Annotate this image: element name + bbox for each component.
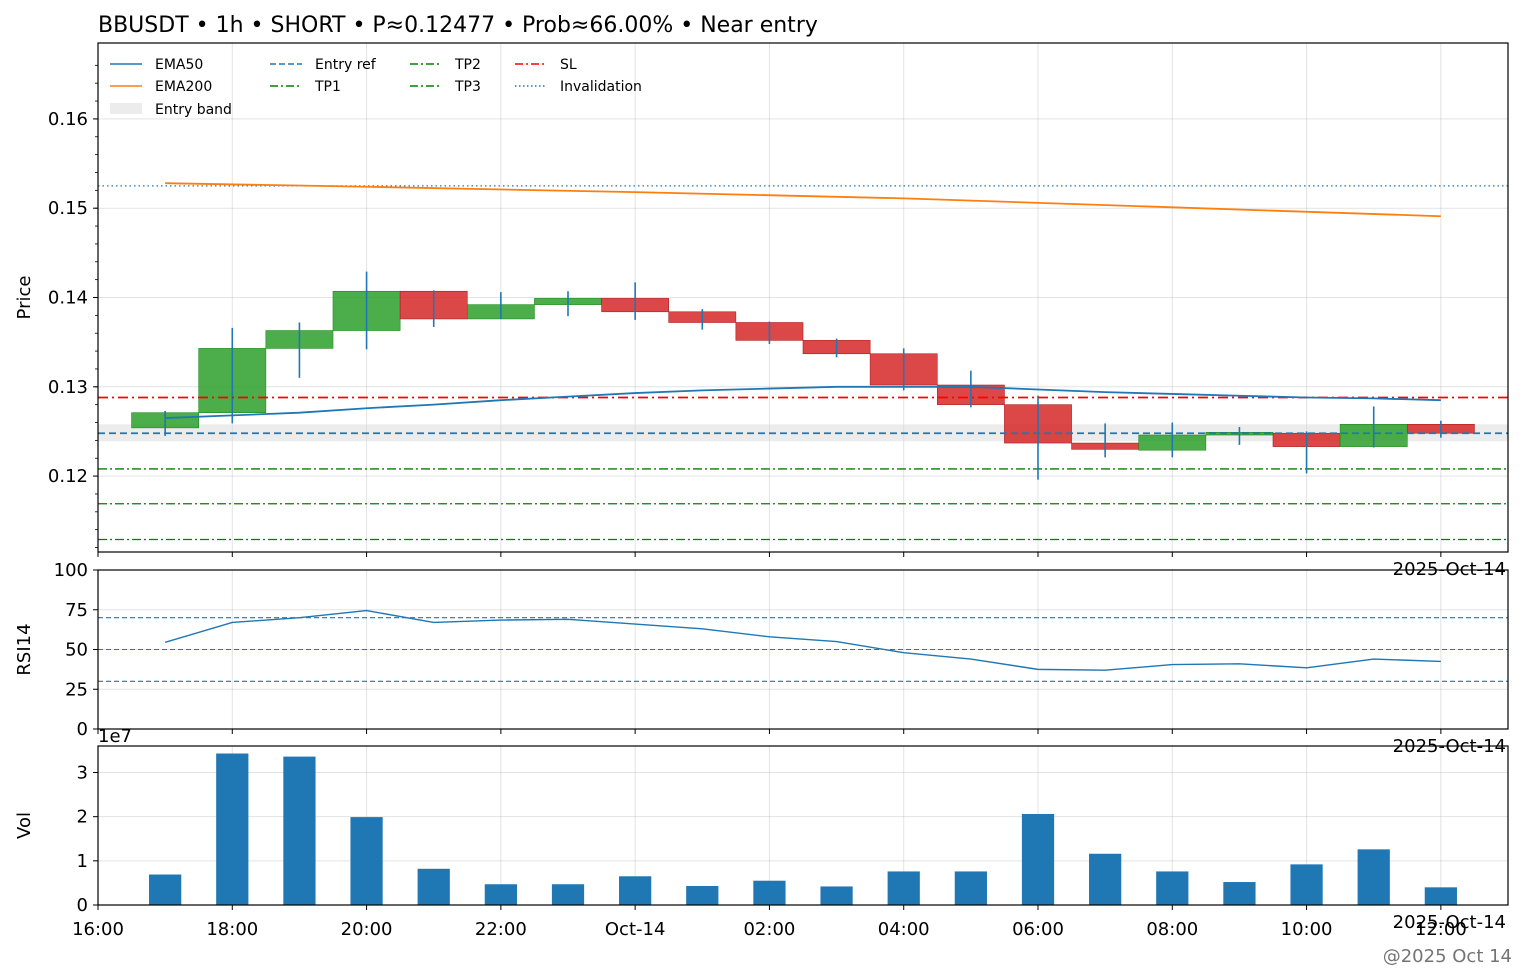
volume-bar xyxy=(1021,814,1055,905)
x-tick-label: 20:00 xyxy=(341,919,393,940)
volume-scale-label: 1e7 xyxy=(98,726,132,747)
y-tick-label: 50 xyxy=(65,640,88,661)
y-tick-label: 0.13 xyxy=(48,377,88,398)
legend-label: SL xyxy=(560,57,577,73)
volume-bar xyxy=(1089,853,1122,905)
legend-label: Entry ref xyxy=(315,57,377,73)
x-tick-label: 04:00 xyxy=(878,919,930,940)
volume-panel: 16:00 18:00 20:00 22:00 Oct-14 02:00 04:00 06:0… xyxy=(14,726,1509,940)
volume-bar xyxy=(1290,864,1323,905)
axes-frame xyxy=(97,42,1509,553)
x-tick-label: 12:00 xyxy=(1415,919,1467,940)
y-tick-label: 2 xyxy=(77,807,88,828)
y-tick-label: 0.15 xyxy=(48,198,88,219)
x-tick-label: 16:00 xyxy=(72,919,124,940)
y-tick-label: 0 xyxy=(77,895,88,916)
y-tick-label: 0.16 xyxy=(48,109,88,130)
watermark: @2025 Oct 14 xyxy=(1383,946,1512,967)
legend-label: Invalidation xyxy=(560,79,642,95)
ema200-line xyxy=(165,182,1441,218)
volume-bar xyxy=(149,874,182,905)
volume-bar xyxy=(954,871,987,905)
legend-label: Entry band xyxy=(155,102,232,118)
legend-label: TP3 xyxy=(454,79,481,95)
volume-bar xyxy=(887,871,920,905)
volume-bar xyxy=(753,880,786,905)
rsi-line xyxy=(164,609,1441,671)
volume-bar xyxy=(820,886,853,905)
x-tick-label: Oct-14 xyxy=(605,919,666,940)
volume-bar xyxy=(619,876,652,905)
y-tick-label: 0 xyxy=(77,719,88,740)
volume-bar xyxy=(283,756,316,905)
y-tick-label: 3 xyxy=(77,763,88,784)
y-axis-label: Vol xyxy=(14,812,35,839)
volume-bar xyxy=(1424,887,1457,905)
x-tick-label: 10:00 xyxy=(1281,919,1333,940)
y-axis-label: Price xyxy=(14,276,35,320)
y-tick-label: 0.12 xyxy=(48,466,88,487)
x-tick-label: 18:00 xyxy=(206,919,258,940)
volume-bar xyxy=(686,886,719,905)
x-tick-label: 22:00 xyxy=(475,919,527,940)
legend-swatch-band xyxy=(110,103,142,114)
legend-label: TP2 xyxy=(454,57,481,73)
legend-label: EMA50 xyxy=(155,57,203,73)
y-tick-label: 100 xyxy=(54,560,88,581)
y-axis-label: RSI14 xyxy=(14,623,35,675)
y-tick-label: 1 xyxy=(77,851,88,872)
y-tick-label: 25 xyxy=(65,679,88,700)
x-tick-label: 02:00 xyxy=(743,919,795,940)
volume-bar xyxy=(1156,871,1189,905)
y-tick-label: 0.14 xyxy=(48,288,88,309)
volume-bar xyxy=(1357,849,1390,905)
volume-bar xyxy=(417,868,450,905)
y-tick-label: 75 xyxy=(65,600,88,621)
x-tick-label: 08:00 xyxy=(1146,919,1198,940)
ema50-line xyxy=(165,385,1441,419)
axes-frame xyxy=(97,745,1509,906)
legend-label: TP1 xyxy=(314,79,341,95)
axes-frame xyxy=(97,569,1509,730)
price-panel: 0.120.130.140.150.162025-Oct-14PriceEMA5… xyxy=(14,42,1509,580)
volume-bar xyxy=(1223,882,1256,905)
x-tick-label: 06:00 xyxy=(1012,919,1064,940)
volume-bar xyxy=(350,817,383,905)
volume-bar xyxy=(551,884,585,905)
axis-corner-date-label: 2025-Oct-14 xyxy=(1393,912,1506,933)
legend-label: EMA200 xyxy=(155,79,212,95)
chart-title: BBUSDT • 1h • SHORT • P≈0.12477 • Prob≈6… xyxy=(98,13,818,38)
volume-bar xyxy=(216,753,249,905)
legend: EMA50 EMA200 Entry band Entry ref TP1 TP2 TP3 S… xyxy=(110,57,642,118)
volume-bar xyxy=(484,884,517,905)
